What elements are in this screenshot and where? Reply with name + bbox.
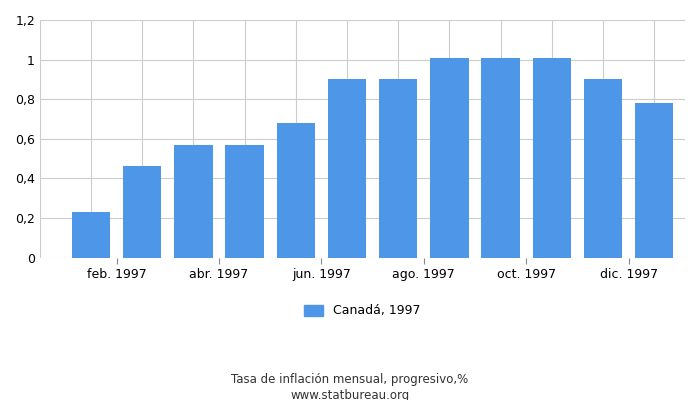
Bar [174, 145, 213, 258]
Bar [379, 79, 417, 258]
Bar [635, 103, 673, 258]
Text: www.statbureau.org: www.statbureau.org [290, 390, 410, 400]
Bar [482, 58, 520, 258]
Text: Tasa de inflación mensual, progresivo,%: Tasa de inflación mensual, progresivo,% [232, 374, 468, 386]
Bar [533, 58, 571, 258]
Bar [276, 123, 315, 258]
Bar [584, 79, 622, 258]
Bar [328, 79, 366, 258]
Legend: Canadá, 1997: Canadá, 1997 [300, 300, 426, 322]
Bar [225, 145, 264, 258]
Bar [123, 166, 162, 258]
Bar [430, 58, 469, 258]
Bar [72, 212, 111, 258]
